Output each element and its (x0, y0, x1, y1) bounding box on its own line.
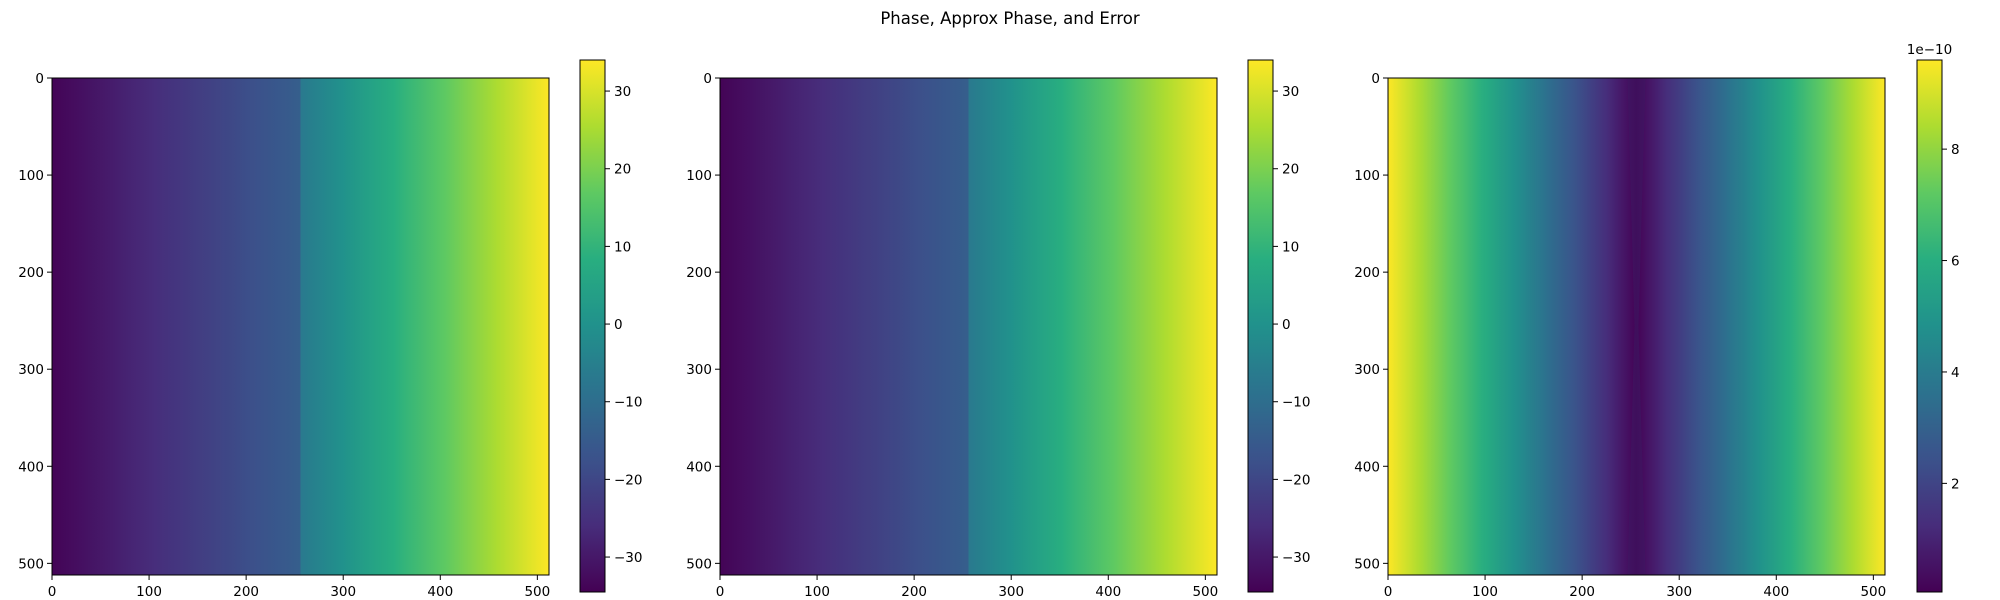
x-tick-label: 200 (1569, 584, 1595, 600)
x-tick-label: 0 (1384, 584, 1393, 600)
y-tick-label: 200 (686, 265, 712, 281)
colorbar-tick-label: 10 (614, 239, 631, 255)
y-tick-label: 500 (18, 556, 44, 572)
colorbar-tick-label: 20 (1282, 162, 1299, 178)
y-tick-label: 300 (18, 362, 44, 378)
axes-frame (719, 77, 1218, 576)
heatmap-image (720, 78, 1217, 575)
colorbar-tick-label: 30 (614, 84, 631, 100)
x-tick-label: 500 (1192, 584, 1218, 600)
colorbar-tick-label: −10 (614, 395, 643, 411)
colorbar-tick-label: −10 (1282, 395, 1311, 411)
axes-frame (51, 77, 550, 576)
x-tick-label: 200 (901, 584, 927, 600)
heatmap-minimum-band (1627, 78, 1646, 575)
colorbar-tick-label: 20 (614, 162, 631, 178)
subplot-3: 0 100 200 300 400 500010020030040050024681e−1… (1354, 42, 1959, 600)
x-tick-label: 100 (804, 584, 830, 600)
heatmap-image (52, 78, 549, 575)
colorbar-offset-label: 1e−10 (1907, 42, 1952, 58)
colorbar-tick-label: 30 (1282, 84, 1299, 100)
colorbar-tick-label: 8 (1951, 142, 1960, 158)
x-tick-label: 400 (1763, 584, 1789, 600)
colorbar-tick-label: 10 (1282, 239, 1299, 255)
colorbar-tick-label: −20 (1282, 472, 1311, 488)
x-tick-label: 500 (1860, 584, 1886, 600)
x-tick-label: 100 (1472, 584, 1498, 600)
colorbar-tick-label: 6 (1951, 254, 1960, 270)
y-tick-label: 0 (35, 71, 44, 87)
x-tick-label: 0 (716, 584, 725, 600)
colorbar (1247, 59, 1274, 593)
x-tick-label: 300 (998, 584, 1024, 600)
y-tick-label: 0 (703, 71, 712, 87)
y-tick-label: 300 (1354, 362, 1380, 378)
y-tick-label: 500 (686, 556, 712, 572)
colorbar-tick-label: −20 (614, 472, 643, 488)
y-tick-label: 500 (1354, 556, 1380, 572)
y-tick-label: 400 (1354, 459, 1380, 475)
y-tick-label: 400 (686, 459, 712, 475)
x-tick-label: 300 (330, 584, 356, 600)
colorbar (1916, 59, 1943, 593)
y-tick-label: 200 (18, 265, 44, 281)
colorbar-tick-label: 2 (1951, 476, 1960, 492)
y-tick-label: 100 (686, 168, 712, 184)
colorbar-tick-label: 0 (1282, 317, 1291, 333)
x-tick-label: 200 (233, 584, 259, 600)
axes-frame (1387, 77, 1886, 576)
colorbar-tick-label: −30 (614, 550, 643, 566)
colorbar (579, 59, 606, 593)
colorbar-tick-label: 0 (614, 317, 623, 333)
x-tick-label: 400 (1095, 584, 1121, 600)
colorbar-tick-label: −30 (1282, 550, 1311, 566)
x-tick-label: 100 (136, 584, 162, 600)
y-tick-label: 100 (1354, 168, 1380, 184)
figure-title: Phase, Approx Phase, and Error (880, 9, 1139, 28)
y-tick-label: 0 (1371, 71, 1380, 87)
x-tick-label: 500 (524, 584, 550, 600)
x-tick-label: 0 (48, 584, 57, 600)
y-tick-label: 300 (686, 362, 712, 378)
y-tick-label: 200 (1354, 265, 1380, 281)
y-tick-label: 100 (18, 168, 44, 184)
x-tick-label: 300 (1666, 584, 1692, 600)
x-tick-label: 400 (427, 584, 453, 600)
y-tick-label: 400 (18, 459, 44, 475)
colorbar-tick-label: 4 (1951, 365, 1960, 381)
